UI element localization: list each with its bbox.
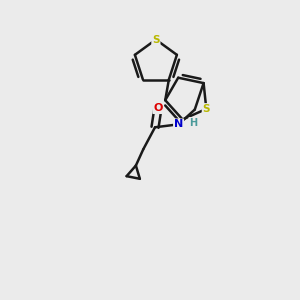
Text: H: H bbox=[189, 118, 197, 128]
Text: O: O bbox=[153, 103, 163, 113]
Text: S: S bbox=[202, 104, 210, 114]
Text: N: N bbox=[174, 119, 183, 129]
Text: S: S bbox=[152, 34, 160, 45]
